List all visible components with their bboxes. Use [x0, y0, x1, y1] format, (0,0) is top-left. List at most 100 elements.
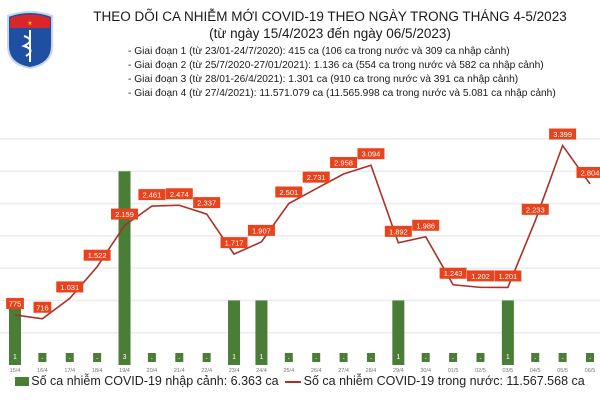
data-label-01/5: 1.243: [444, 269, 463, 278]
bar-03/5: [501, 300, 514, 365]
data-label-box: [165, 188, 193, 200]
domestic-cases-line: [14, 143, 591, 320]
bar-29/4: [392, 300, 405, 365]
x-tick-label: 29/4: [393, 368, 404, 372]
data-label-28/4: 3.094: [362, 150, 381, 159]
bar-label: 1: [506, 354, 510, 361]
bar-01/5: [449, 353, 458, 362]
chart-title: THEO DÕI CA NHIỄM MỚI COVID-19 THEO NGÀY…: [93, 9, 567, 24]
data-label-16/4: 716: [36, 303, 49, 312]
data-label-27/4: 2.958: [334, 158, 353, 167]
x-tick-label: 24/4: [256, 368, 267, 372]
x-tick-label: 20/4: [147, 368, 158, 372]
data-label-24/4: 1.907: [252, 226, 271, 235]
data-label-19/4: 2.159: [115, 210, 134, 219]
x-tick-label: 03/5: [502, 368, 513, 372]
bar-label: -: [534, 356, 536, 362]
legend-label-imported: Số ca nhiễm COVID-19 nhập cảnh: 6.363 ca: [31, 374, 279, 388]
bar-label: -: [69, 356, 71, 362]
data-label-04/5: 2.233: [526, 205, 545, 214]
bar-04/5: [531, 353, 540, 362]
data-label-29/4: 1.892: [389, 227, 408, 236]
data-label-22/4: 2.337: [197, 199, 216, 208]
x-tick-label: 05/5: [557, 368, 568, 372]
data-label-15/4: 775: [9, 299, 22, 308]
bar-02/5: [476, 353, 485, 362]
x-tick-label: 16/4: [37, 368, 48, 372]
x-tick-label: 28/4: [366, 368, 377, 372]
data-label-box: [412, 219, 440, 231]
stage-note-3: - Giai đoạn 3 (từ 28/01-26/4/2021): 1.30…: [128, 74, 519, 85]
x-tick-label: 01/5: [448, 368, 459, 372]
bar-19/4: [118, 171, 131, 365]
bar-25/4: [284, 353, 293, 362]
x-tick-label: 21/4: [174, 368, 185, 372]
bar-label: -: [370, 356, 372, 362]
x-tick-label: 25/4: [283, 368, 294, 372]
bar-label: 1: [232, 354, 236, 361]
data-label-03/5: 1.201: [498, 272, 517, 281]
bar-17/4: [65, 353, 74, 362]
bar-05/5: [558, 353, 567, 362]
legend-swatch-line: [284, 380, 301, 383]
bar-28/4: [366, 353, 375, 362]
bar-label: 1: [396, 354, 400, 361]
bar-label: 3: [123, 354, 127, 361]
stage-note-4: - Giai đoạn 4 (từ 27/4/2021): 11.571.079…: [128, 88, 556, 99]
x-tick-label: 30/4: [420, 368, 431, 372]
bar-24/4: [255, 300, 268, 365]
data-label-box: [549, 128, 577, 140]
x-tick-label: 23/4: [229, 368, 240, 372]
bar-30/4: [421, 353, 430, 362]
legend-label-domestic: Số ca nhiễm COVID-19 trong nước: 11.567.…: [303, 374, 585, 388]
legend-swatch-bar: [15, 377, 30, 387]
bar-label: -: [41, 356, 43, 362]
bar-label: -: [315, 356, 317, 362]
x-tick-label: 17/4: [64, 368, 75, 372]
data-label-box: [439, 267, 467, 279]
combo-chart: 1 15/4 - 16/4 - 17/4 - 18/4 3 19/4 - 20/4 - 21/4 - 22/4…: [0, 128, 600, 372]
bar-label: -: [479, 356, 481, 362]
x-tick-label: 26/4: [311, 368, 322, 372]
bar-label: -: [425, 356, 427, 362]
x-tick-label: 04/5: [530, 368, 541, 372]
data-label-box: [357, 148, 385, 160]
bar-18/4: [93, 353, 102, 362]
data-label-box: [111, 208, 139, 220]
x-tick-label: 02/5: [475, 368, 486, 372]
data-label-box: [56, 281, 84, 293]
x-tick-label: 19/4: [119, 368, 130, 372]
bar-26/4: [312, 353, 321, 362]
data-label-box: [138, 189, 166, 201]
data-label-box: [33, 301, 52, 313]
bar-23/4: [228, 300, 241, 365]
bar-27/4: [339, 353, 348, 362]
data-label-25/4: 2.501: [279, 188, 298, 197]
data-label-box: [83, 249, 111, 261]
data-label-box: [275, 186, 303, 198]
bar-21/4: [175, 353, 184, 362]
data-label-box: [220, 237, 248, 249]
stage-note-1: - Giai đoạn 1 (từ 23/01-24/7/2020): 415 …: [128, 46, 510, 57]
data-label-box: [302, 171, 330, 183]
bar-label: -: [288, 356, 290, 362]
data-label-box: [384, 225, 412, 237]
data-label-05/5: 3.399: [553, 130, 572, 139]
data-label-21/4: 2.474: [170, 190, 189, 199]
data-label-box: [193, 197, 221, 209]
data-label-20/4: 2.461: [143, 191, 162, 200]
bar-15/4: [9, 300, 21, 365]
ministry-of-health-logo: ★: [7, 11, 53, 70]
x-tick-label: 06/5: [585, 368, 596, 372]
x-tick-label: 22/4: [201, 368, 212, 372]
legend: Số ca nhiễm COVID-19 nhập cảnh: 6.363 ca…: [0, 374, 600, 388]
bar-label: -: [178, 356, 180, 362]
bar-label: -: [96, 356, 98, 362]
data-label-26/4: 2.731: [307, 173, 326, 182]
bar-label: -: [343, 356, 345, 362]
bar-06/5: [586, 353, 594, 362]
bar-label: -: [589, 356, 591, 362]
x-tick-label: 18/4: [92, 368, 103, 372]
bar-label: -: [562, 356, 564, 362]
stage-note-2: - Giai đoạn 2 (từ 25/7/2020-27/01/2021):…: [128, 60, 544, 71]
